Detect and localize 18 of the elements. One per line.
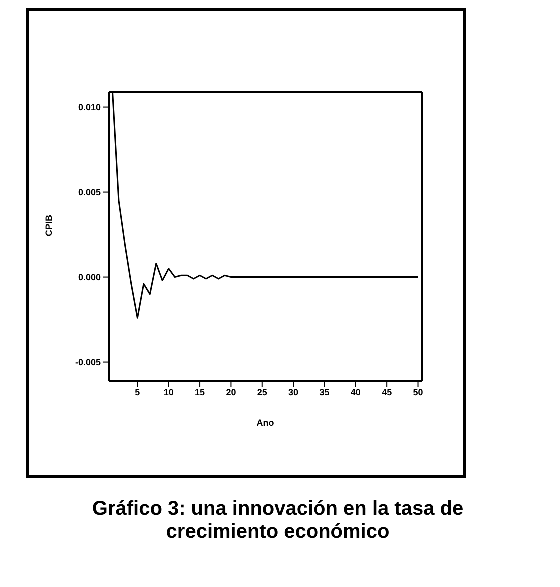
x-tick-label: 40 — [350, 387, 361, 398]
x-tick-label: 25 — [257, 387, 268, 398]
x-tick-label: 20 — [226, 387, 236, 398]
text: Gráfico 3: una innovación en la tasa de crecimiento económico — [91, 498, 465, 544]
x-tick-label: 5 — [135, 387, 140, 398]
x-tick-label: 10 — [164, 387, 174, 398]
y-axis-title: CPIB — [44, 214, 54, 236]
x-tick-label: 50 — [413, 387, 424, 398]
x-tick-label: 45 — [382, 387, 392, 398]
line-series — [112, 92, 420, 319]
x-tick-label: 15 — [195, 387, 206, 398]
y-tick-label: 0.010 — [78, 102, 101, 112]
x-tick-label: 30 — [288, 387, 299, 398]
y-tick-label: 0.005 — [78, 187, 101, 198]
y-tick-label: -0.005 — [75, 357, 101, 368]
x-tick-label: 35 — [320, 387, 330, 398]
y-tick-label: 0.000 — [78, 272, 101, 282]
x-axis-title: Ano — [256, 418, 275, 428]
